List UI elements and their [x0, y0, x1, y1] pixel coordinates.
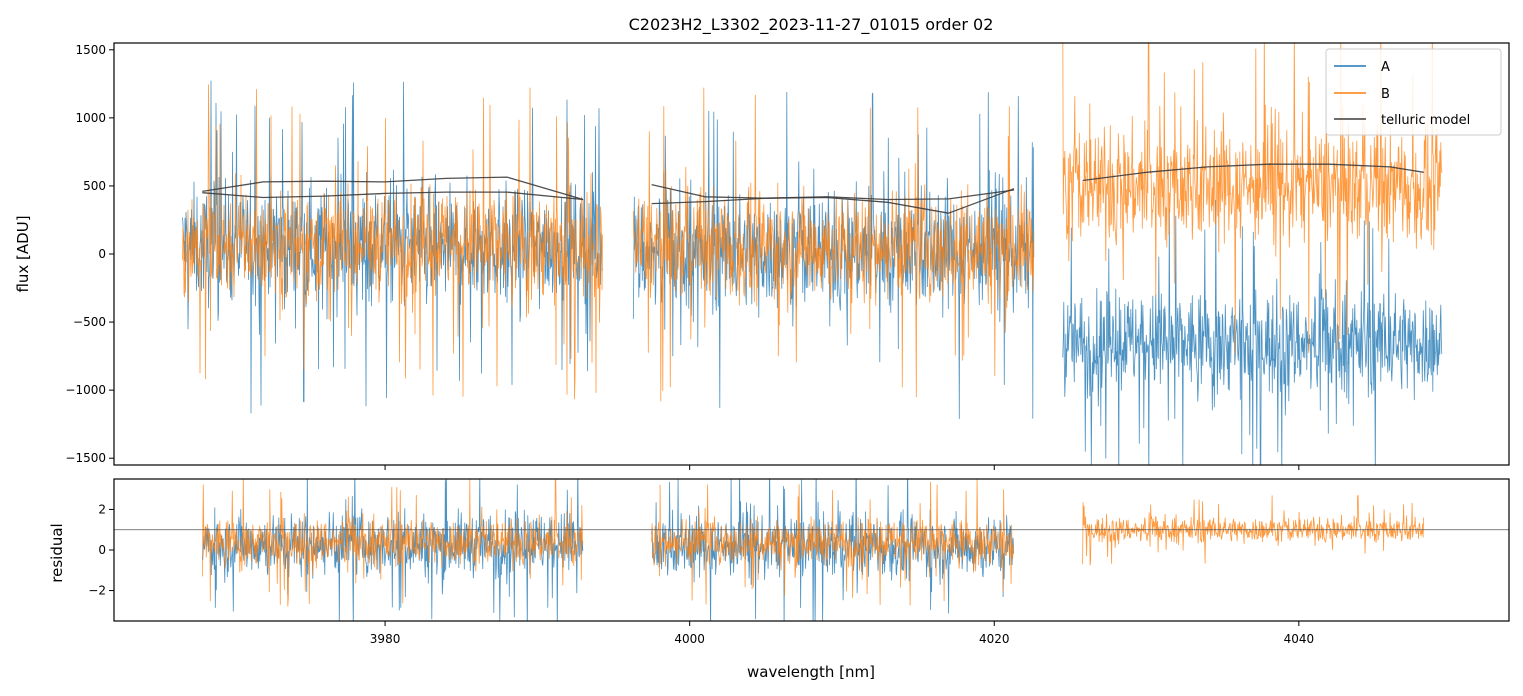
flux-y-tick-label: 500 [83, 179, 106, 193]
legend-label-telluric: telluric model [1381, 113, 1470, 128]
flux-plot-area [182, 43, 1443, 465]
x-tick-label: 3980 [370, 632, 401, 646]
residual-series-a-segment-2 [651, 479, 1014, 621]
legend-box [1325, 48, 1502, 136]
flux-y-tick-label: 0 [98, 247, 106, 261]
legend-label-a: A [1381, 60, 1390, 75]
x-tick-label: 4000 [674, 632, 705, 646]
flux-y-tick-label: 1500 [75, 43, 106, 57]
residual-x-ticks: 3980 4000 4020 4040 [370, 621, 1314, 646]
legend: A B telluric model [1325, 48, 1502, 136]
telluric-model-curve-4 [651, 189, 1015, 205]
telluric-model-curve-3 [651, 183, 1015, 214]
flux-y-tick-label: −1000 [65, 383, 106, 397]
residual-series-b-segment-3 [1082, 494, 1424, 566]
residual-y-tick-label: 0 [98, 543, 106, 557]
legend-label-b: B [1381, 87, 1390, 102]
residual-y-ticks: −2 0 2 [88, 502, 114, 598]
residual-y-axis-label: residual [48, 523, 66, 582]
flux-x-ticks [384, 465, 1300, 470]
chart-title: C2023H2_L3302_2023-11-27_01015 order 02 [629, 15, 994, 35]
flux-y-tick-label: −1500 [65, 451, 106, 465]
residual-series-a-segment-1 [201, 479, 584, 621]
residual-y-tick-label: 2 [98, 502, 106, 516]
flux-y-ticks: −1500 −1000 −500 0 500 1000 1500 [65, 43, 114, 465]
residual-series-b-segment-1 [201, 479, 584, 607]
flux-series-b-segment-1 [182, 84, 603, 400]
flux-y-axis-label: flux [ADU] [14, 215, 32, 292]
flux-series-b-segment-2 [632, 87, 1035, 402]
flux-series-a-segment-3 [1062, 199, 1443, 465]
telluric-model-curve-5 [1082, 163, 1424, 182]
flux-series-a-segment-1 [182, 80, 603, 414]
flux-series-b-segment-3 [1062, 43, 1443, 354]
residual-y-tick-label: −2 [88, 584, 106, 598]
x-tick-label: 4020 [979, 632, 1010, 646]
flux-panel: −1500 −1000 −500 0 500 1000 1500 flux [ADU] A … [14, 42, 1510, 470]
flux-y-tick-label: 1000 [75, 111, 106, 125]
flux-y-tick-label: −500 [73, 315, 106, 329]
telluric-model-curve-2 [202, 191, 584, 201]
x-axis-label: wavelength [nm] [747, 663, 875, 681]
residual-panel: −2 0 2 3980 4000 4020 4040 residual wavelengt… [48, 478, 1510, 681]
residual-series-b-segment-2 [651, 479, 1014, 606]
residual-plot-area [114, 479, 1509, 621]
telluric-model-curve-1 [202, 176, 584, 201]
x-tick-label: 4040 [1284, 632, 1315, 646]
